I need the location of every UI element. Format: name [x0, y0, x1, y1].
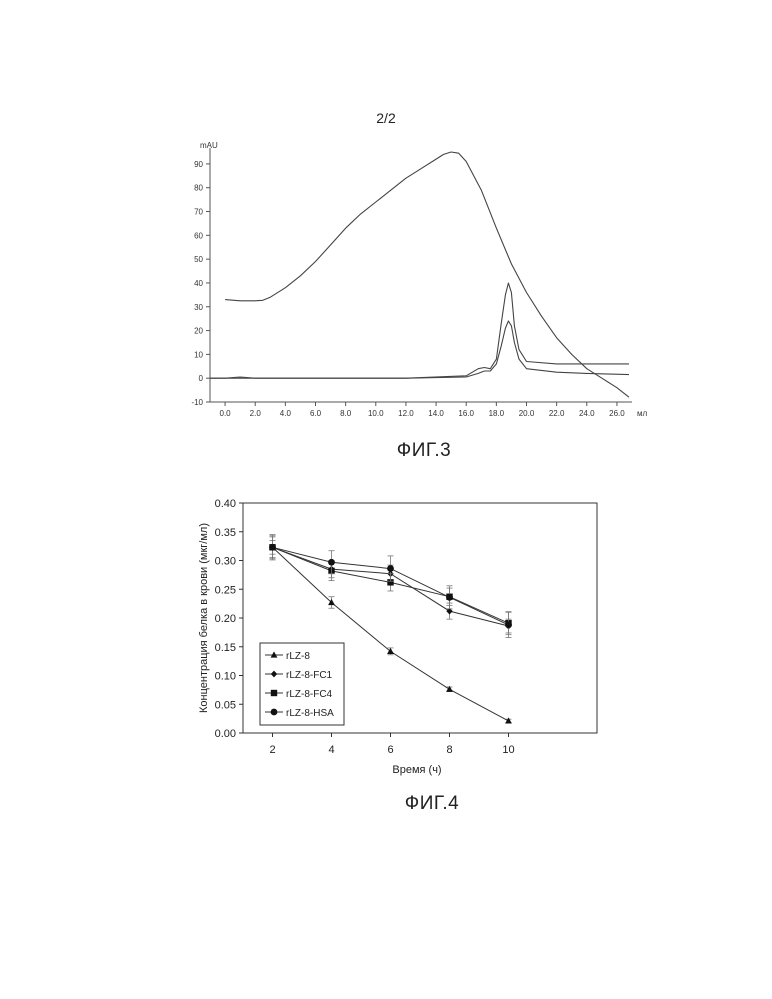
legend: rLZ-8 rLZ-8-FC1 rLZ-8-FC4 rLZ-8-HSA [260, 643, 344, 725]
y-tick-label: 0.30 [215, 556, 236, 568]
x-tick-label: 8 [446, 744, 452, 756]
legend-label: rLZ-8-HSA [286, 708, 334, 719]
figure-4-caption: ФИГ.4 [46, 793, 772, 815]
y-axis-label: Концентрация белка в крови (мкг/мл) [198, 523, 210, 713]
x-tick-label: 10 [502, 744, 514, 756]
y-tick-label: 0.25 [215, 584, 236, 596]
figure-3-caption: ФИГ.3 [38, 440, 772, 462]
y-tick-label: 0.35 [215, 527, 236, 539]
legend-label: rLZ-8-FC4 [286, 689, 333, 700]
legend-marker [271, 709, 278, 716]
y-tick-label: 0.15 [215, 642, 236, 654]
legend-label: rLZ-8-FC1 [286, 670, 333, 681]
x-axis-label: Время (ч) [392, 764, 441, 776]
legend-marker [271, 690, 277, 696]
legend-label: rLZ-8 [286, 651, 310, 662]
y-tick-label: 0.00 [215, 728, 236, 740]
x-tick-label: 2 [269, 744, 275, 756]
y-tick-label: 0.20 [215, 613, 236, 625]
data-point [269, 544, 276, 551]
data-point [387, 648, 394, 654]
y-tick-label: 0.40 [215, 498, 236, 510]
data-point [505, 717, 512, 723]
x-tick-label: 4 [328, 744, 334, 756]
x-tick-label: 6 [387, 744, 393, 756]
series-rlz-8-fc4 [269, 536, 511, 635]
y-tick-label: 0.10 [215, 671, 236, 683]
data-point [446, 594, 453, 601]
data-point [387, 565, 394, 572]
data-point [328, 559, 335, 566]
data-point [505, 622, 512, 629]
y-tick-label: 0.05 [215, 699, 236, 711]
